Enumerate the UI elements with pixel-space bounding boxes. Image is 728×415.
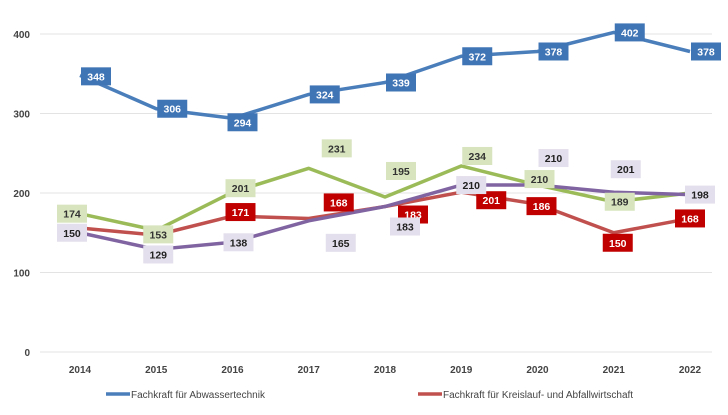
data-label-box <box>604 192 635 211</box>
data-label: 201 <box>232 183 250 195</box>
data-label: 378 <box>697 46 715 58</box>
data-label-box <box>691 42 721 61</box>
y-tick-label: 400 <box>13 30 30 41</box>
x-tick-label: 2015 <box>145 365 168 376</box>
data-label: 234 <box>468 151 486 163</box>
data-label-box <box>675 209 705 228</box>
data-label: 201 <box>482 195 500 207</box>
series-line-3 <box>79 183 691 252</box>
series-line-2 <box>79 164 691 233</box>
data-label: 189 <box>611 197 629 209</box>
y-tick-label: 300 <box>13 110 30 121</box>
data-label: 129 <box>149 249 167 261</box>
data-label: 183 <box>396 222 414 234</box>
data-label-box <box>57 223 87 242</box>
data-label-box <box>81 67 111 86</box>
data-label-box <box>538 149 569 168</box>
data-label: 171 <box>232 207 250 219</box>
data-label: 210 <box>531 174 549 186</box>
data-label-box <box>462 47 493 66</box>
data-label: 153 <box>149 229 167 241</box>
data-label-box <box>524 170 555 189</box>
data-label: 231 <box>328 143 346 155</box>
data-label: 294 <box>234 117 252 129</box>
data-label-box <box>223 233 254 252</box>
data-label: 150 <box>63 228 81 240</box>
data-label: 306 <box>163 104 181 116</box>
data-label: 372 <box>468 51 486 63</box>
data-label: 210 <box>462 180 480 192</box>
x-tick-label: 2017 <box>298 365 321 376</box>
y-tick-label: 200 <box>13 189 30 200</box>
data-label: 324 <box>316 89 334 101</box>
data-label: 339 <box>392 77 410 89</box>
data-label-box <box>614 23 645 42</box>
data-label: 165 <box>332 238 350 250</box>
data-label-box <box>386 161 416 180</box>
x-tick-label: 2018 <box>374 365 397 376</box>
data-label: 198 <box>691 190 709 202</box>
data-label-box <box>321 139 352 158</box>
data-label-box <box>143 225 174 244</box>
data-label-box <box>456 176 487 195</box>
data-label-box <box>390 217 420 236</box>
x-tick-label: 2014 <box>69 365 92 376</box>
data-label-box <box>325 233 356 252</box>
legend-label: Fachkraft für Kreislauf- und Abfallwirts… <box>443 390 633 401</box>
data-label: 186 <box>533 201 551 213</box>
x-tick-label: 2019 <box>450 365 473 376</box>
data-label-box <box>602 233 633 252</box>
x-tick-label: 2022 <box>679 365 702 376</box>
data-label-box <box>462 146 493 165</box>
x-tick-label: 2020 <box>526 365 549 376</box>
data-label-box <box>476 191 507 210</box>
data-label-box <box>157 99 188 118</box>
legend-label: Fachkraft für Abwassertechnik <box>131 390 266 401</box>
data-label: 150 <box>609 238 627 250</box>
data-label-box <box>225 203 256 222</box>
data-label-box <box>685 185 715 204</box>
data-label-box <box>323 193 354 212</box>
y-tick-label: 100 <box>13 269 30 280</box>
x-tick-label: 2021 <box>603 365 626 376</box>
data-label-box <box>57 204 87 223</box>
data-label: 195 <box>392 166 410 178</box>
data-label-box <box>386 73 416 92</box>
data-label: 210 <box>545 153 563 165</box>
data-label: 174 <box>63 209 81 221</box>
data-label-box <box>526 197 557 216</box>
data-label: 378 <box>545 46 563 58</box>
data-label: 168 <box>330 197 348 209</box>
data-label: 138 <box>230 237 248 249</box>
data-label: 168 <box>681 213 699 225</box>
data-label-box <box>143 245 174 264</box>
data-label-box <box>309 85 340 104</box>
data-label-box <box>227 113 258 132</box>
data-label-box <box>225 179 256 198</box>
data-label: 201 <box>617 164 635 176</box>
data-label-box <box>610 160 641 179</box>
y-tick-label: 0 <box>24 348 30 359</box>
data-label: 402 <box>621 27 639 39</box>
x-tick-label: 2016 <box>221 365 244 376</box>
data-label-box <box>538 42 569 61</box>
data-label: 348 <box>87 71 105 83</box>
